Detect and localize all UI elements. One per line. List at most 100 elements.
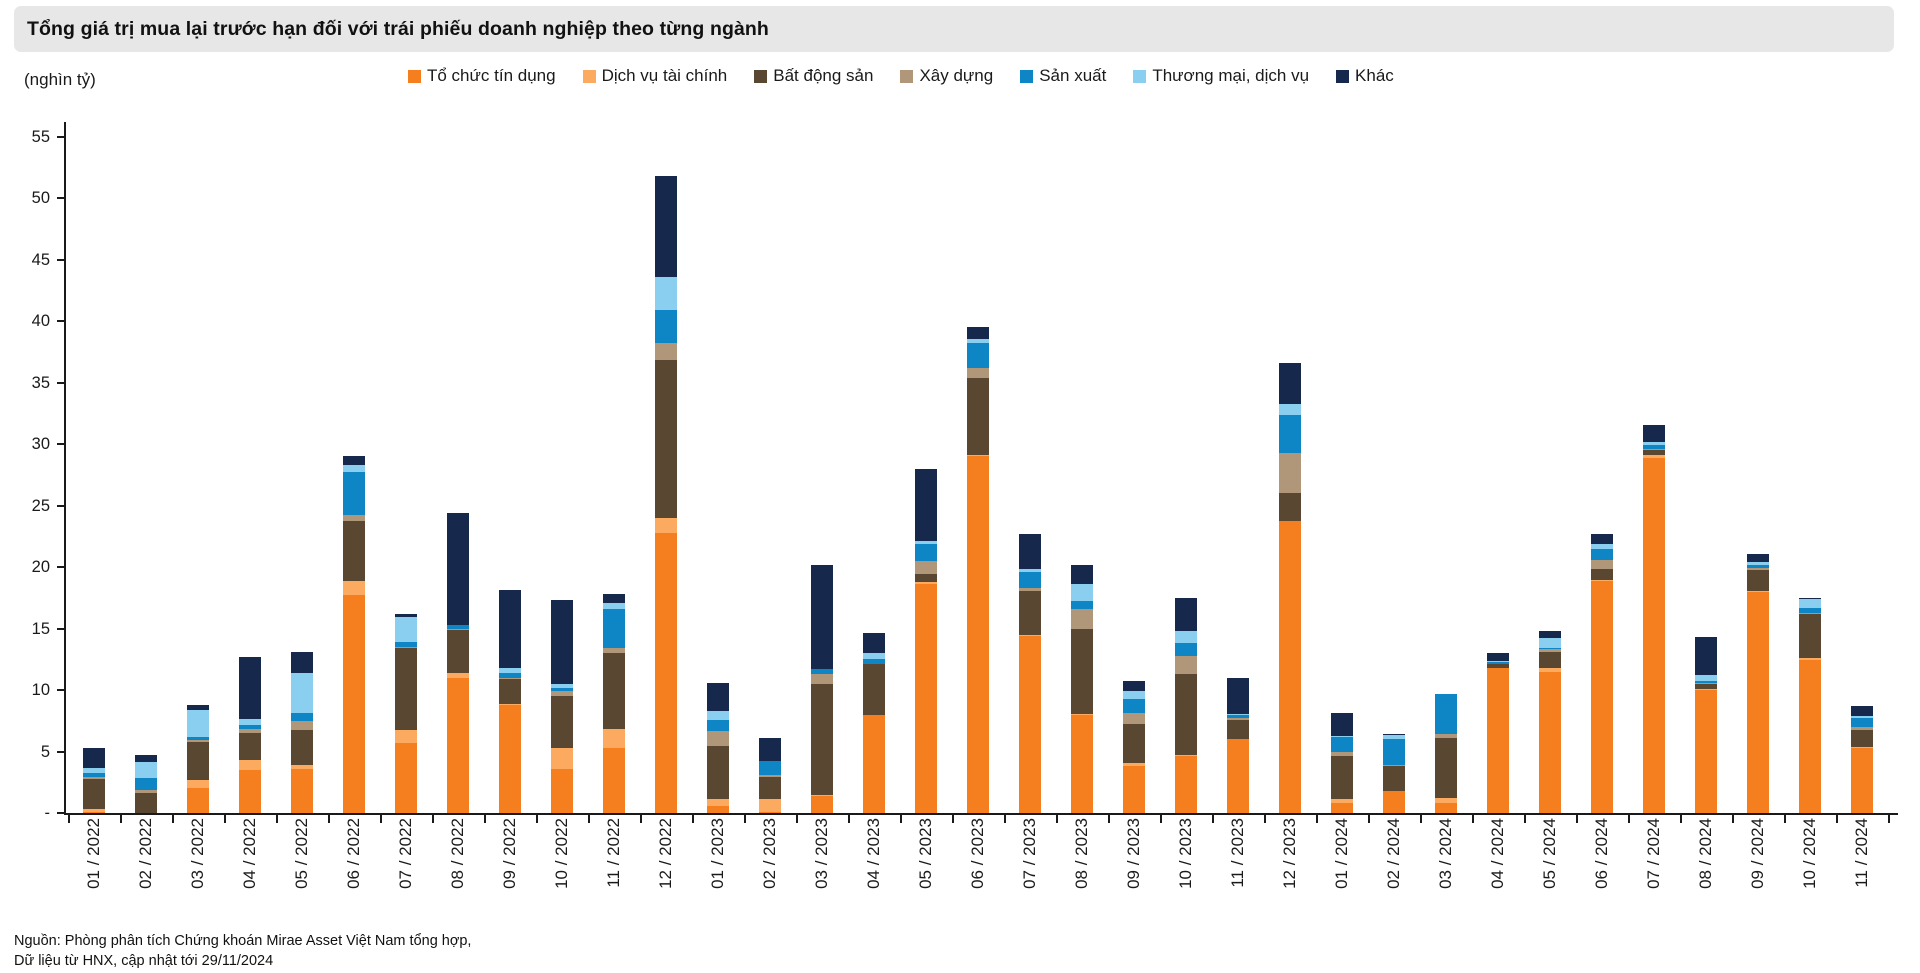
legend-item-2: Dịch vụ tài chính (582, 66, 728, 86)
bar-segment (1175, 674, 1197, 755)
bar-segment (811, 674, 833, 685)
bar-segment (291, 765, 313, 769)
bar-segment (343, 521, 365, 581)
bar-segment (707, 710, 729, 720)
bar-column-08-2022 (447, 512, 469, 813)
legend-swatch-icon (582, 69, 596, 83)
bar-segment (1123, 762, 1145, 767)
bar-segment (1539, 630, 1561, 639)
bar-segment (1539, 651, 1561, 669)
bar-segment (83, 768, 105, 774)
bar-segment (187, 740, 209, 742)
x-axis-tick (276, 815, 278, 823)
bar-segment (655, 517, 677, 533)
x-axis-tick (692, 815, 694, 823)
bar-segment (759, 811, 781, 813)
bar-segment (1331, 802, 1353, 813)
bar-segment (343, 456, 365, 465)
x-axis-label: 07 / 2023 (1020, 818, 1039, 889)
bar-column-05-2022 (291, 652, 313, 813)
x-axis-tick (536, 815, 538, 823)
bar-segment (1695, 683, 1717, 685)
bar-segment (1435, 797, 1457, 803)
bar-segment (239, 725, 261, 730)
bar-segment (1487, 662, 1509, 664)
bar-segment (551, 688, 573, 692)
bar-column-12-2023 (1279, 363, 1301, 813)
bar-segment (1383, 765, 1405, 767)
x-axis-label: 09 / 2024 (1748, 818, 1767, 889)
bar-segment (83, 778, 105, 810)
bar-segment (83, 773, 105, 778)
bar-segment (863, 659, 885, 665)
bar-segment (239, 733, 261, 761)
bar-segment (447, 624, 469, 626)
y-axis-tick-label: 55 (31, 127, 50, 146)
bar-segment (239, 718, 261, 726)
bar-segment (135, 793, 157, 813)
bar-segment (1123, 699, 1145, 713)
x-axis-tick (588, 815, 590, 823)
y-axis-tick (57, 320, 65, 322)
bar-segment (603, 747, 625, 813)
legend-swatch-icon (408, 69, 421, 83)
bar-column-04-2023 (863, 632, 885, 813)
legend-label: Dịch vụ tài chính (601, 66, 728, 85)
bar-column-07-2022 (395, 613, 417, 813)
bar-segment (967, 377, 989, 456)
bar-segment (291, 673, 313, 713)
bar-segment (1071, 713, 1093, 715)
bar-segment (1071, 714, 1093, 813)
bar-segment (1331, 799, 1353, 803)
legend-item-3: Bất động sản (754, 66, 873, 86)
bar-segment (1383, 739, 1405, 766)
x-axis-label: 06 / 2022 (344, 818, 363, 889)
bar-segment (1019, 571, 1041, 588)
bar-segment (1019, 634, 1041, 636)
x-axis-label: 11 / 2023 (1228, 818, 1247, 888)
bar-segment (1799, 660, 1821, 813)
bar-segment (551, 696, 573, 748)
source-line-2: Dữ liệu từ HNX, cập nhật tới 29/11/2024 (14, 953, 274, 970)
legend-swatch-icon (900, 69, 914, 83)
x-axis-label: 05 / 2024 (1540, 818, 1559, 889)
bar-segment (1175, 756, 1197, 813)
bar-segment (915, 584, 937, 813)
bar-column-11-2024 (1851, 705, 1873, 813)
bar-segment (447, 677, 469, 813)
bar-segment (1331, 737, 1353, 753)
bar-segment (967, 456, 989, 813)
bar-segment (1279, 520, 1301, 522)
bar-segment (1123, 712, 1145, 725)
bar-segment (967, 367, 989, 378)
bar-segment (1383, 734, 1405, 740)
bar-segment (291, 712, 313, 721)
y-axis-tick (57, 627, 65, 630)
legend: Tổ chức tín dụng Dịch vụ tài chính Bất độn… (408, 66, 1394, 86)
bar-segment (915, 560, 937, 574)
bar-segment (291, 652, 313, 674)
bar-segment (551, 769, 573, 813)
legend-label: Thương mại, dịch vụ (1152, 66, 1310, 85)
bar-segment (343, 515, 365, 522)
bar-segment (759, 777, 781, 800)
bar-segment (1487, 663, 1509, 665)
bar-segment (967, 339, 989, 344)
bar-segment (707, 805, 729, 813)
bar-column-10-2023 (1175, 597, 1197, 813)
y-axis-tick (57, 566, 65, 568)
legend-swatch-icon (1336, 69, 1350, 83)
bar-segment (1019, 590, 1041, 635)
bar-segment (395, 617, 417, 643)
bar-column-09-2024 (1747, 554, 1769, 813)
bar-segment (551, 747, 573, 770)
bar-segment (863, 632, 885, 654)
bar-segment (1747, 590, 1769, 592)
x-axis-tick (1004, 815, 1006, 823)
bar-segment (915, 469, 937, 542)
bar-segment (1435, 734, 1457, 738)
bar-column-06-2024 (1591, 533, 1613, 813)
bar-segment (1643, 449, 1665, 456)
bar-segment (1747, 567, 1769, 571)
bar-segment (1643, 442, 1665, 446)
